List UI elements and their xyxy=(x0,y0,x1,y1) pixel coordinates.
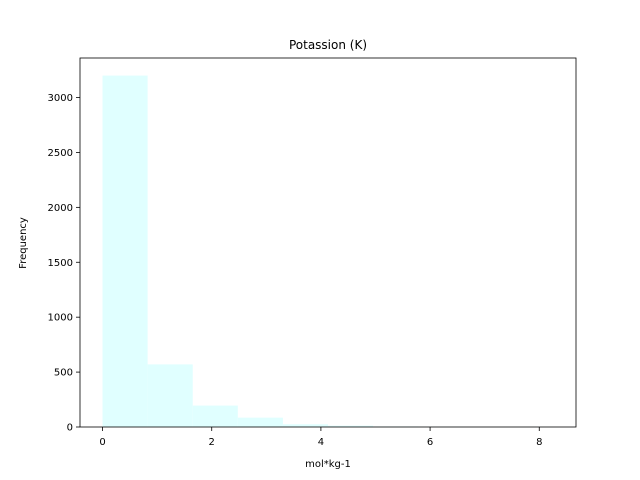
histogram-bar xyxy=(237,417,283,427)
x-tick-label: 8 xyxy=(536,437,542,448)
x-tick-label: 0 xyxy=(99,437,105,448)
bars-group xyxy=(102,75,554,428)
y-axis-ticks: 0 500 1000 1500 2000 2500 3000 xyxy=(48,93,80,434)
x-axis-label: mol*kg-1 xyxy=(305,459,351,470)
y-tick-label: 0 xyxy=(67,423,73,434)
x-axis-ticks: 0 2 4 6 8 xyxy=(99,427,542,448)
y-tick-label: 500 xyxy=(54,368,73,379)
x-tick-label: 4 xyxy=(318,437,324,448)
histogram-bar xyxy=(102,75,148,428)
plot-frame xyxy=(79,57,577,428)
chart-title: Potassion (K) xyxy=(289,38,367,52)
y-tick-label: 2000 xyxy=(48,203,73,214)
x-tick-label: 2 xyxy=(209,437,215,448)
histogram-bar xyxy=(192,405,238,427)
x-tick-label: 6 xyxy=(427,437,433,448)
y-tick-label: 3000 xyxy=(48,93,73,104)
y-axis-label: Frequency xyxy=(18,217,29,269)
y-tick-label: 1000 xyxy=(48,313,73,324)
y-tick-label: 2500 xyxy=(48,148,73,159)
histogram-bar xyxy=(147,364,193,427)
histogram-bar xyxy=(282,424,328,427)
histogram-bar xyxy=(328,425,374,427)
y-tick-label: 1500 xyxy=(48,258,73,269)
